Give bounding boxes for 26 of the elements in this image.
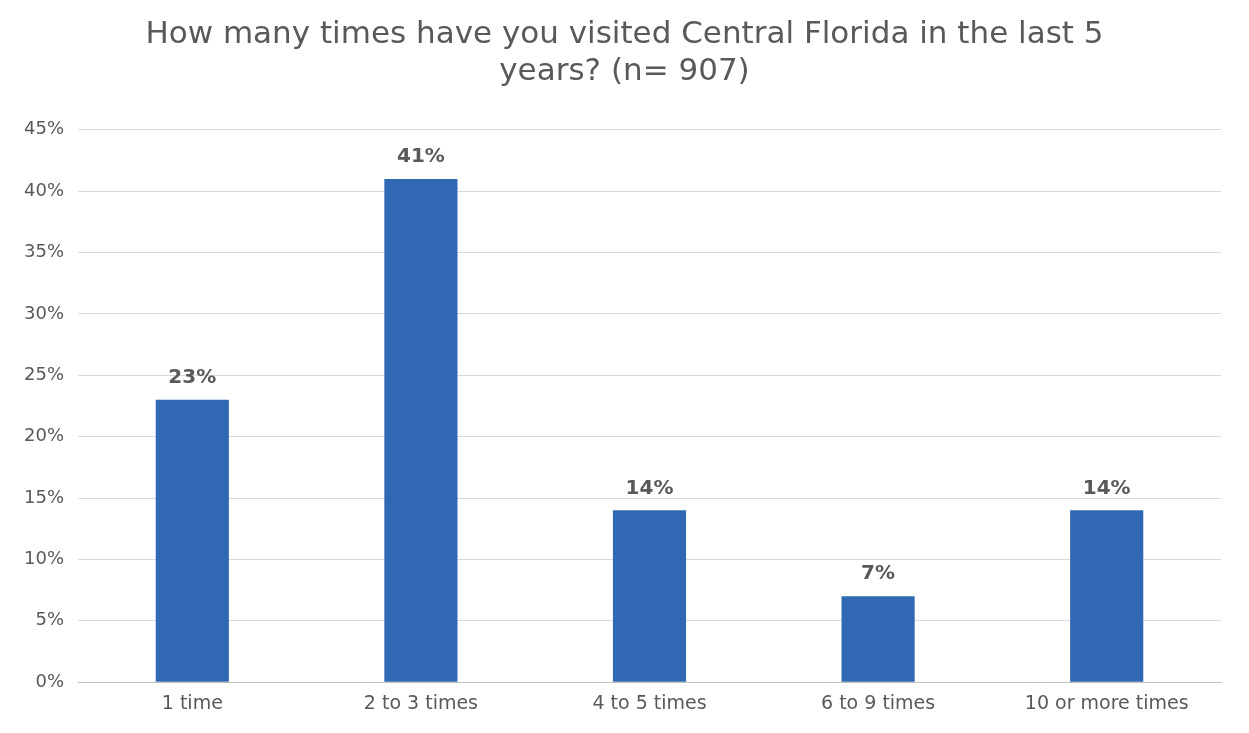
y-tick-label: 5%	[35, 608, 65, 630]
y-tick-label: 20%	[23, 424, 65, 446]
y-tick-label: 10%	[23, 547, 65, 569]
y-tick-label: 30%	[23, 301, 65, 323]
y-tick-label: 40%	[23, 178, 65, 200]
bar	[612, 510, 687, 682]
data-label: 41%	[396, 143, 445, 168]
x-tick-label: 1 time	[161, 690, 223, 713]
y-tick-label: 25%	[23, 362, 65, 384]
x-tick-label: 10 or more times	[1024, 690, 1189, 713]
bar	[1070, 510, 1144, 682]
data-label: 14%	[1082, 474, 1131, 499]
x-tick-label: 6 to 9 times	[821, 690, 936, 713]
bar	[384, 178, 458, 682]
bar	[841, 596, 915, 682]
chart-title: How many times have you visited Central Florida in the last 5 years? (n= 907)	[144, 14, 1105, 88]
data-label: 23%	[168, 364, 217, 389]
y-tick-label: 45%	[23, 117, 65, 139]
y-tick-label: 35%	[23, 240, 65, 262]
x-tick-label: 4 to 5 times	[592, 690, 707, 713]
bar	[155, 399, 229, 682]
y-tick-label: 15%	[23, 485, 65, 507]
y-tick-label: 0%	[35, 669, 65, 691]
x-tick-label: 2 to 3 times	[363, 690, 479, 713]
data-label: 14%	[625, 474, 674, 499]
data-label: 7%	[861, 560, 896, 585]
